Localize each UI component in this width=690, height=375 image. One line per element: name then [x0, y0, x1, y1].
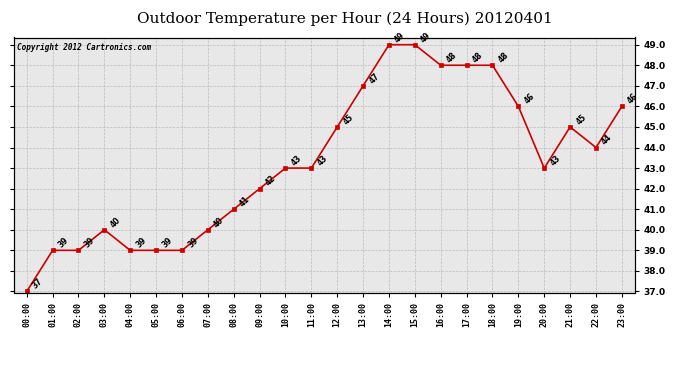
Text: 49: 49	[419, 30, 433, 44]
Text: 45: 45	[574, 112, 588, 126]
Text: 49: 49	[393, 30, 407, 44]
Text: 39: 39	[57, 236, 70, 250]
Text: 43: 43	[290, 153, 304, 167]
Text: 39: 39	[186, 236, 200, 250]
Text: 47: 47	[367, 71, 381, 85]
Text: 42: 42	[264, 174, 277, 188]
Text: 39: 39	[83, 236, 97, 250]
Text: 37: 37	[31, 277, 45, 291]
Text: 40: 40	[108, 215, 122, 229]
Text: 40: 40	[212, 215, 226, 229]
Text: 43: 43	[315, 153, 329, 167]
Text: 43: 43	[549, 153, 562, 167]
Text: 48: 48	[471, 51, 484, 64]
Text: 39: 39	[135, 236, 148, 250]
Text: 46: 46	[626, 92, 640, 106]
Text: 48: 48	[445, 51, 459, 64]
Text: 48: 48	[497, 51, 511, 64]
Text: 44: 44	[600, 133, 614, 147]
Text: Outdoor Temperature per Hour (24 Hours) 20120401: Outdoor Temperature per Hour (24 Hours) …	[137, 11, 553, 26]
Text: 45: 45	[342, 112, 355, 126]
Text: 39: 39	[160, 236, 174, 250]
Text: 41: 41	[238, 195, 252, 208]
Text: 46: 46	[522, 92, 536, 106]
Text: Copyright 2012 Cartronics.com: Copyright 2012 Cartronics.com	[17, 43, 151, 52]
